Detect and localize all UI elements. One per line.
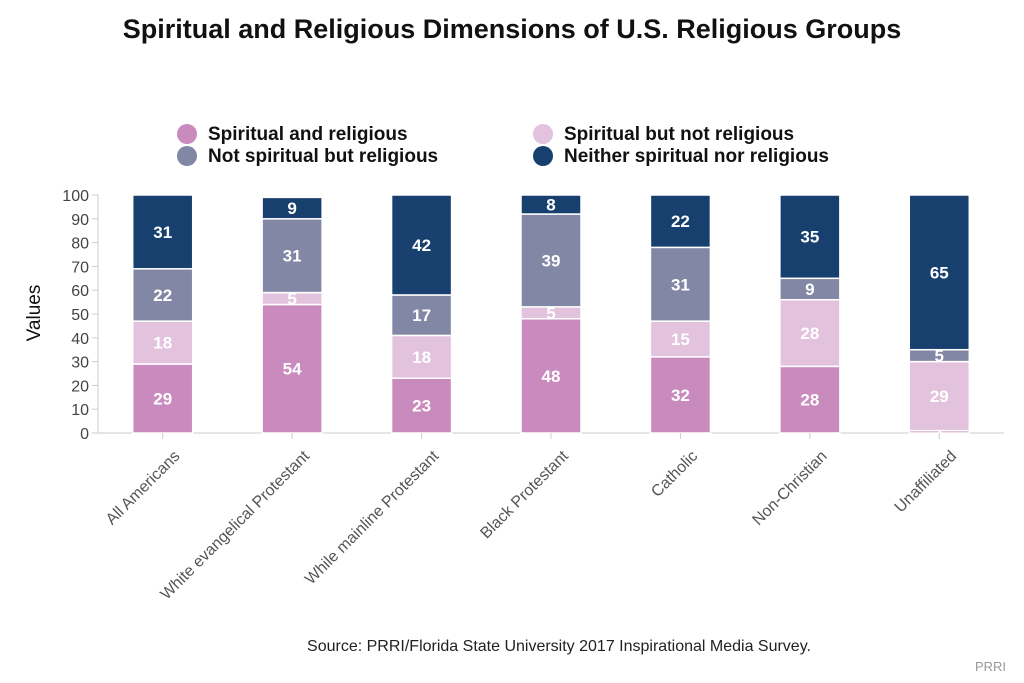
x-tick-label: Black Protestant [477,447,572,542]
bar-segment [779,194,841,280]
bar-segment [131,268,194,322]
data-label: 48 [542,367,561,386]
data-label: 1 [935,423,944,442]
data-label: 39 [542,251,561,270]
legend-label-0: Spiritual and religious [208,124,408,145]
chart-title: Spiritual and Religious Dimensions of U.… [122,14,902,44]
bar-segment [649,320,712,358]
data-label: 17 [412,306,431,325]
data-label: 22 [671,212,690,231]
legend-label-2: Not spiritual but religious [208,146,439,167]
bar-segment [649,194,712,249]
data-label: 42 [412,236,431,255]
data-label: 65 [930,263,949,282]
legend-label-3: Neither spiritual nor religious [564,146,829,167]
bar-segment [649,356,712,434]
y-tick-label: 50 [71,307,89,324]
bar-segment [649,246,712,322]
data-label: 32 [671,386,690,405]
source-note: Source: PRRI/Florida State University 20… [307,638,811,655]
data-label: 23 [412,397,431,416]
bar-segment [520,213,582,308]
data-label: 28 [800,324,819,343]
data-label: 29 [153,389,172,408]
y-tick-label: 70 [71,259,89,276]
y-tick-label: 0 [80,426,89,443]
bar-segment [390,377,453,434]
y-tick-label: 30 [71,355,89,372]
bar-segment [390,334,453,380]
bar-segment [261,196,323,220]
bar-segment [779,365,841,434]
data-label: 9 [805,280,814,299]
x-tick-label: White evangelical Protestant [158,447,314,603]
bar-segment [779,298,841,368]
data-label: 5 [546,304,555,323]
legend-swatch-2 [177,146,197,166]
y-tick-label: 90 [71,212,89,229]
bar-segment [908,360,971,432]
data-label: 31 [153,223,172,242]
data-label: 54 [283,360,302,379]
bar-segment [520,318,582,434]
bar-segment [131,320,194,365]
legend-label-1: Spiritual but not religious [564,124,795,145]
y-tick-label: 80 [71,236,89,253]
bar-segment [131,194,194,270]
data-label: 35 [800,228,819,247]
legend-swatch-0 [177,124,197,144]
data-label: 8 [546,196,555,215]
bar-segment [390,294,453,337]
x-tick-label: All Americans [103,448,184,529]
data-label: 5 [287,290,296,309]
data-label: 15 [671,330,690,349]
bar-segment [261,303,323,434]
x-tick-label: While mainline Protestant [302,447,443,588]
x-tick-label: Catholic [648,448,701,501]
data-label: 28 [800,391,819,410]
data-label: 18 [412,348,431,367]
data-label: 31 [671,275,690,294]
x-tick-label: Non-Christian [750,448,831,529]
data-label: 31 [283,247,302,266]
bar-segment [261,218,323,294]
legend-swatch-1 [533,124,553,144]
data-label: 18 [153,334,172,353]
bar-segment [390,194,453,296]
data-label: 29 [930,387,949,406]
data-label: 22 [153,286,172,305]
data-label: 5 [935,347,944,366]
y-tick-label: 20 [71,378,89,395]
bar-segment [908,194,971,351]
y-tick-label: 100 [62,188,89,205]
y-axis-label: Values [24,285,45,342]
bar-segment [520,194,582,215]
legend-swatch-3 [533,146,553,166]
data-label: 9 [287,199,296,218]
y-tick-label: 60 [71,283,89,300]
y-tick-label: 40 [71,331,89,348]
brand-label: PRRI [974,659,1006,674]
y-tick-label: 10 [71,402,89,419]
x-tick-label: Unaffiliated [892,448,960,516]
